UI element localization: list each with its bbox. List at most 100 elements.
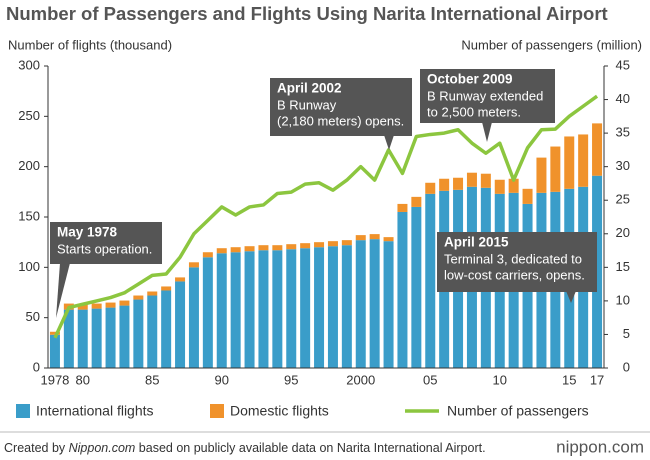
callout-pointer [566, 291, 576, 303]
bar-segment [383, 237, 394, 242]
callout-pointer [482, 122, 492, 142]
bar-segment [286, 244, 297, 250]
x-tick-label: 85 [145, 372, 159, 387]
bar-segment [133, 299, 144, 368]
bar-segment [175, 281, 186, 368]
y2-tick-label: 35 [616, 125, 630, 140]
bar-segment [536, 157, 547, 193]
bar-segment [272, 250, 283, 368]
bar-segment [411, 206, 422, 368]
y-tick-label: 0 [33, 359, 40, 374]
bar-segment [244, 246, 255, 252]
bar-segment [230, 247, 241, 253]
x-tick-label: 15 [562, 372, 576, 387]
bar-segment [383, 241, 394, 368]
bar-segment [258, 245, 269, 251]
bar-segment [49, 334, 60, 368]
footer-brand: Nippon.com [69, 441, 136, 455]
bar-segment [91, 303, 102, 309]
bar-segment [578, 134, 589, 187]
callout-box [50, 222, 162, 264]
bar-segment [244, 251, 255, 368]
callout-box [420, 69, 555, 123]
y-tick-label: 100 [18, 259, 40, 274]
y2-axis-label: Number of passengers (million) [461, 37, 642, 52]
callout-title: April 2002 [277, 81, 342, 96]
bar-segment [369, 234, 380, 240]
y2-tick-label: 15 [616, 259, 630, 274]
footer-suffix: based on publicly available data on Nari… [135, 441, 485, 455]
bar-segment [300, 248, 311, 368]
y2-tick-label: 10 [616, 292, 630, 307]
callout-title: May 1978 [57, 225, 118, 240]
bar-segment [202, 252, 213, 258]
bar-segment [425, 182, 436, 194]
bar-segment [216, 248, 227, 254]
legend-swatch [16, 404, 30, 418]
bar-segment [188, 267, 199, 368]
bar-segment [175, 277, 186, 282]
y2-tick-label: 40 [616, 91, 630, 106]
y2-tick-label: 20 [616, 225, 630, 240]
bar-segment [230, 252, 241, 368]
y-axis-label: Number of flights (thousand) [8, 37, 172, 52]
bar-segment [314, 247, 325, 368]
callout-text: Terminal 3, dedicated to [444, 251, 582, 266]
x-tick-label: 80 [76, 372, 90, 387]
bar-segment [425, 193, 436, 368]
y2-tick-label: 25 [616, 192, 630, 207]
y2-tick-label: 30 [616, 158, 630, 173]
bar-segment [188, 262, 199, 268]
bar-segment [550, 146, 561, 192]
callout-text: Starts operation. [57, 241, 152, 256]
bar-segment [119, 305, 130, 368]
callout-box [270, 78, 412, 136]
callout-text: B Runway [277, 97, 337, 112]
bar-segment [355, 235, 366, 241]
bar-segment [397, 211, 408, 368]
bar-segment [564, 136, 575, 189]
bar-segment [147, 291, 158, 296]
bar-segment [49, 331, 60, 335]
bar-segment [411, 196, 422, 207]
bar-segment [105, 302, 116, 308]
legend-label: International flights [36, 403, 154, 419]
callout-title: October 2009 [427, 72, 513, 87]
y2-tick-label: 0 [623, 359, 630, 374]
bar-segment [161, 286, 172, 291]
x-tick-label: 17 [590, 372, 604, 387]
bar-segment [327, 241, 338, 247]
bar-segment [508, 178, 519, 193]
bar-segment [341, 240, 352, 246]
legend-label: Number of passengers [447, 403, 589, 419]
bar-segment [453, 177, 464, 190]
footer-text: Created by Nippon.com based on publicly … [4, 441, 486, 455]
bar-segment [369, 239, 380, 368]
callout-text: low-cost carriers, opens. [444, 267, 585, 282]
legend-swatch [210, 404, 224, 418]
chart-title: Number of Passengers and Flights Using N… [6, 3, 608, 24]
callout-text: to 2,500 meters. [427, 104, 521, 119]
bar-segment [300, 243, 311, 249]
bar-segment [119, 300, 130, 306]
bar-segment [314, 242, 325, 248]
bar-segment [592, 175, 603, 368]
bar-segment [91, 308, 102, 368]
bar-segment [397, 203, 408, 212]
y-tick-label: 50 [26, 309, 40, 324]
y-tick-label: 200 [18, 158, 40, 173]
bar-segment [355, 240, 366, 368]
y2-tick-label: 5 [623, 326, 630, 341]
bar-segment [522, 188, 533, 204]
bar-segment [341, 245, 352, 368]
bar-segment [272, 245, 283, 251]
bar-segment [494, 179, 505, 194]
x-tick-label: 2000 [346, 372, 375, 387]
bar-segment [258, 250, 269, 368]
bar-segment [202, 257, 213, 368]
bar-segment [466, 172, 477, 187]
bar-segment [439, 178, 450, 191]
bar-segment [216, 253, 227, 368]
bar-segment [161, 290, 172, 368]
